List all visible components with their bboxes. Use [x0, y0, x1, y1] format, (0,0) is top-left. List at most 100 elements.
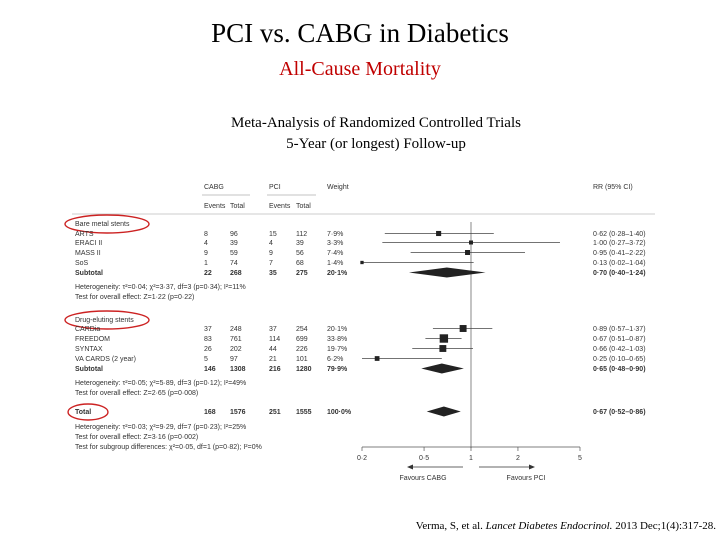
- cabg-total-11: 202: [230, 346, 242, 353]
- row-label-drug-eluting-stents-8: Drug-eluting stents: [75, 317, 134, 324]
- slide-title: PCI vs. CABG in Diabetics: [211, 18, 509, 48]
- pci-events-4: 7: [269, 260, 273, 267]
- weight-10: 33·8%: [327, 336, 347, 343]
- row-label-subtotal-13: Subtotal: [75, 366, 103, 373]
- rr-ci-12: 0·25 (0·10–0·65): [593, 356, 646, 363]
- pci-events-1: 15: [269, 231, 277, 238]
- pci-total-1: 112: [296, 231, 307, 238]
- cabg-column-header: CABG: [204, 184, 224, 191]
- rr-ci-16: 0·67 (0·52–0·86): [593, 409, 646, 416]
- highlight-oval-bare-metal-stents: [64, 214, 150, 234]
- rr-ci-13: 0·65 (0·48–0·90): [593, 366, 646, 373]
- x-tick-label-3: 2: [516, 455, 520, 462]
- cabg-total-16: 1576: [230, 409, 246, 416]
- weight-5: 20·1%: [327, 270, 348, 277]
- pci-total-header: Total: [296, 203, 311, 210]
- pci-total-11: 226: [296, 346, 308, 353]
- pci-total-4: 68: [296, 260, 304, 267]
- cabg-total-10: 761: [230, 336, 242, 343]
- row-label-sos-4: SoS: [75, 260, 89, 267]
- weight-1: 7·9%: [327, 231, 343, 238]
- subtotal-diamond-5: [408, 267, 486, 278]
- point-estimate-freedom: [439, 334, 449, 343]
- pci-events-12: 21: [269, 356, 277, 363]
- pci-total-2: 39: [296, 240, 304, 247]
- cabg-total-2: 39: [230, 240, 238, 247]
- cabg-events-12: 5: [204, 356, 208, 363]
- cabg-total-12: 97: [230, 356, 238, 363]
- row-label-mass-ii-3: MASS II: [75, 250, 101, 257]
- row-label-cardia-9: CARDia: [75, 326, 100, 333]
- weight-3: 7·4%: [327, 250, 343, 257]
- favours-cabg-label: Favours CABG: [399, 475, 446, 482]
- weight-16: 100·0%: [327, 409, 352, 416]
- weight-11: 19·7%: [327, 346, 347, 353]
- cabg-events-11: 26: [204, 346, 212, 353]
- rr-ci-2: 1·00 (0·27–3·72): [593, 240, 646, 247]
- cabg-events-13: 146: [204, 366, 216, 373]
- cabg-events-16: 168: [204, 409, 216, 416]
- rr-ci-10: 0·67 (0·51–0·87): [593, 336, 646, 343]
- cabg-events-3: 9: [204, 250, 208, 257]
- cabg-total-header: Total: [230, 203, 245, 210]
- point-estimate-va-cards-2-year: [374, 356, 380, 361]
- row-label-syntax-11: SYNTAX: [75, 346, 103, 353]
- citation-journal: Lancet Diabetes Endocrinol.: [485, 520, 613, 532]
- cabg-events-header: Events: [204, 203, 226, 210]
- row-label-heterogeneity-0-04-3-37-df-3-p-0-34-i-11-6: Heterogeneity: τ²=0·04; χ²=3·37, df=3 (p…: [75, 284, 246, 291]
- cabg-events-10: 83: [204, 336, 212, 343]
- pci-column-header: PCI: [269, 184, 281, 191]
- citation: Verma, S, et al. Lancet Diabetes Endocri…: [416, 520, 716, 532]
- row-label-bare-metal-stents-0: Bare metal stents: [75, 221, 130, 228]
- row-label-test-for-subgroup-differences-0-05-df-1-p-0-82-i-0-19: Test for subgroup differences: χ²=0·05, …: [75, 444, 262, 451]
- cabg-total-13: 1308: [230, 366, 246, 373]
- favours-pci-label: Favours PCI: [507, 475, 546, 482]
- pci-total-12: 101: [296, 356, 308, 363]
- rr-column-header: RR (95% CI): [593, 184, 633, 191]
- rr-ci-4: 0·13 (0·02–1·04): [593, 260, 646, 267]
- x-tick-label-2: 1: [469, 455, 473, 462]
- row-label-test-for-overall-effect-z-2-65-p-0-008-15: Test for overall effect: Z=2·65 (p=0·008…: [75, 390, 198, 397]
- rr-ci-1: 0·62 (0·28–1·40): [593, 231, 646, 238]
- cabg-total-3: 59: [230, 250, 238, 257]
- weight-13: 79·9%: [327, 366, 348, 373]
- weight-9: 20·1%: [327, 326, 347, 333]
- slide-subtitle: All-Cause Mortality: [279, 58, 441, 80]
- pci-total-16: 1555: [296, 409, 312, 416]
- x-tick-label-0: 0·2: [357, 455, 367, 462]
- row-label-eraci-ii-2: ERACI II: [75, 240, 102, 247]
- pci-total-5: 275: [296, 270, 308, 277]
- rr-ci-3: 0·95 (0·41–2·22): [593, 250, 646, 257]
- row-label-va-cards-2-year-12: VA CARDS (2 year): [75, 356, 136, 363]
- pci-events-2: 4: [269, 240, 273, 247]
- x-tick-label-1: 0·5: [419, 455, 429, 462]
- cabg-total-4: 74: [230, 260, 238, 267]
- row-label-freedom-10: FREEDOM: [75, 336, 110, 343]
- weight-2: 3·3%: [327, 240, 343, 247]
- row-label-total-16: Total: [75, 409, 91, 416]
- forest-plot: CABG PCI Weight RR (95% CI) Events Total Event…: [64, 184, 655, 482]
- total-diamond-16: [426, 406, 461, 417]
- point-estimate-sos: [360, 260, 364, 265]
- row-label-test-for-overall-effect-z-1-22-p-0-22-7: Test for overall effect: Z=1·22 (p=0·22): [75, 294, 194, 301]
- highlight-oval-drug-eluting-stents: [64, 310, 150, 330]
- pci-events-16: 251: [269, 409, 281, 416]
- cabg-events-4: 1: [204, 260, 208, 267]
- x-tick-label-4: 5: [578, 455, 582, 462]
- pci-events-11: 44: [269, 346, 277, 353]
- pci-events-header: Events: [269, 203, 291, 210]
- cabg-events-9: 37: [204, 326, 212, 333]
- meta-analysis-heading: Meta-Analysis of Randomized Controlled T…: [231, 115, 521, 131]
- cabg-events-1: 8: [204, 231, 208, 238]
- cabg-events-5: 22: [204, 270, 212, 277]
- weight-4: 1·4%: [327, 260, 343, 267]
- weight-column-header: Weight: [327, 184, 349, 191]
- row-label-test-for-overall-effect-z-3-16-p-0-002-18: Test for overall effect: Z=3·16 (p=0·002…: [75, 434, 198, 441]
- subtotal-diamond-13: [421, 363, 464, 374]
- pci-total-9: 254: [296, 326, 308, 333]
- pci-total-3: 56: [296, 250, 304, 257]
- pci-events-13: 216: [269, 366, 281, 373]
- pci-events-10: 114: [269, 336, 280, 343]
- row-label-heterogeneity-0-03-9-29-df-7-p-0-23-i-25-17: Heterogeneity: τ²=0·03; χ²=9·29, df=7 (p…: [75, 424, 246, 431]
- pci-total-10: 699: [296, 336, 308, 343]
